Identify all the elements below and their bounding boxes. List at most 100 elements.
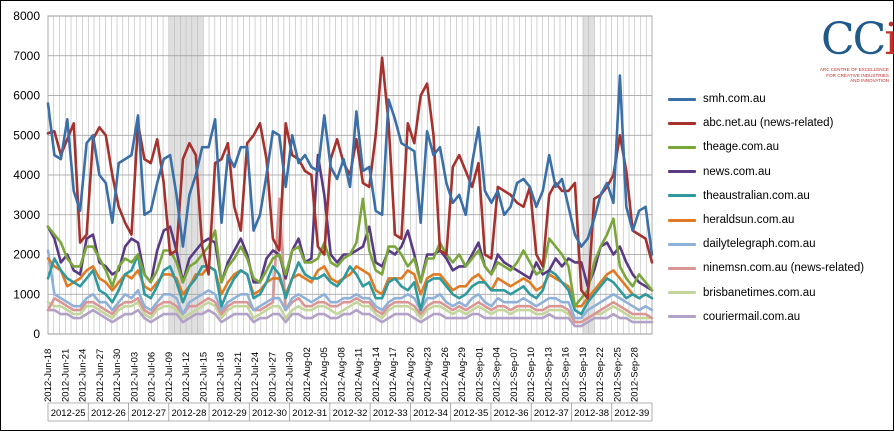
logo-mark: CCi	[821, 14, 894, 65]
legend-swatch	[668, 218, 696, 222]
y-tick-label: 5000	[13, 128, 40, 142]
legend-label: theaustralian.com.au	[703, 189, 810, 202]
x-tick-label: 2012-Jul-27	[267, 352, 278, 402]
legend-item: ninemsn.com.au (news-related)	[668, 260, 864, 276]
legend-swatch	[668, 194, 696, 198]
series-line	[46, 197, 654, 308]
series-line	[46, 249, 654, 320]
x-tick-label: 2012-Sep-01	[474, 347, 485, 402]
y-tick-label: 7000	[13, 49, 40, 63]
x-tick-label: 2012-Aug-20	[405, 347, 416, 402]
legend-label: couriermail.com.au	[703, 310, 801, 323]
week-label: 2012-37	[534, 408, 569, 419]
x-tick-label: 2012-Aug-11	[354, 348, 365, 402]
legend-item: dailytelegraph.com.au	[668, 236, 816, 252]
week-label: 2012-34	[413, 408, 448, 419]
x-tick-label: 2012-Jun-30	[112, 349, 123, 402]
legend-label: heraldsun.com.au	[703, 214, 795, 226]
week-label: 2012-38	[574, 408, 609, 419]
legend-item: brisbanetimes.com.au	[668, 285, 816, 301]
legend-swatch	[668, 145, 696, 149]
week-label: 2012-39	[614, 408, 649, 419]
x-tick-label: 2012-Jul-09	[164, 352, 175, 402]
legend-swatch	[668, 242, 696, 246]
cci-logo: CCi ARC CENTRE OF EXCELLENCE FOR CREATIV…	[815, 14, 894, 95]
x-tick-label: 2012-Jul-03	[129, 352, 140, 402]
x-tick-label: 2012-Jun-24	[78, 349, 89, 402]
x-tick-label: 2012-Sep-28	[630, 347, 641, 402]
x-tick-label: 2012-Sep-19	[578, 347, 589, 402]
x-tick-label: 2012-Jun-18	[43, 349, 54, 402]
series-line	[46, 74, 654, 256]
x-tick-label: 2012-Jun-21	[60, 349, 71, 402]
week-label: 2012-27	[131, 408, 166, 419]
x-tick-label: 2012-Sep-13	[543, 347, 554, 402]
x-tick-label: 2012-Sep-16	[561, 347, 572, 402]
legend-swatch	[668, 121, 696, 125]
x-tick-label: 2012-Aug-05	[319, 347, 330, 402]
series-line	[46, 257, 654, 308]
legend-label: smh.com.au	[703, 93, 766, 105]
y-tick-label: 1000	[13, 287, 40, 301]
x-tick-label: 2012-Jul-06	[147, 352, 158, 402]
x-tick-label: 2012-Sep-07	[509, 347, 520, 402]
x-tick-label: 2012-Jul-12	[181, 352, 192, 402]
x-tick-label: 2012-Jul-18	[216, 352, 227, 402]
x-tick-label: 2012-Jul-24	[250, 352, 261, 402]
series-line	[46, 197, 654, 324]
x-tick-label: 2012-Jul-30	[285, 352, 296, 402]
week-label: 2012-36	[494, 408, 529, 419]
legend-label: abc.net.au (news-related)	[703, 117, 834, 130]
legend-label: dailytelegraph.com.au	[703, 238, 816, 251]
y-tick-label: 6000	[13, 89, 40, 103]
logo-caption: ARC CENTRE OF EXCELLENCE FOR CREATIVE IN…	[819, 67, 889, 83]
x-tick-label: 2012-Sep-04	[492, 347, 503, 402]
week-label: 2012-30	[252, 408, 287, 419]
x-tick-label: 2012-Sep-10	[526, 347, 537, 402]
legend-label: news.com.au	[703, 165, 771, 178]
legend-label: theage.com.au	[703, 141, 780, 154]
legend-item: smh.com.au	[668, 91, 766, 107]
legend-swatch	[668, 97, 696, 101]
legend-swatch	[668, 315, 696, 319]
y-tick-label: 3000	[13, 208, 40, 222]
series-line	[46, 308, 654, 328]
legend-item: couriermail.com.au	[668, 309, 800, 325]
legend-swatch	[668, 170, 696, 174]
x-tick-label: 2012-Aug-26	[440, 347, 451, 402]
week-label: 2012-26	[91, 408, 126, 419]
x-tick-label: 2012-Aug-14	[371, 347, 382, 402]
week-label: 2012-32	[333, 408, 368, 419]
y-tick-label: 2000	[13, 248, 40, 262]
x-tick-label: 2012-Aug-08	[336, 347, 347, 402]
x-tick-label: 2012-Aug-02	[302, 347, 313, 402]
y-tick-label: 8000	[13, 9, 40, 23]
x-tick-label: 2012-Aug-23	[423, 347, 434, 402]
legend-item: abc.net.au (news-related)	[668, 115, 833, 131]
week-label: 2012-29	[212, 408, 247, 419]
series-line	[46, 253, 654, 316]
series-line	[46, 300, 654, 324]
x-tick-label: 2012-Aug-17	[388, 347, 399, 402]
y-tick-label: 4000	[13, 168, 40, 182]
legend-item: theage.com.au	[668, 139, 779, 155]
x-tick-label: 2012-Sep-25	[612, 347, 623, 402]
week-label: 2012-31	[292, 408, 327, 419]
legend-item: news.com.au	[668, 164, 771, 180]
week-label: 2012-33	[373, 408, 408, 419]
x-tick-label: 2012-Jun-27	[95, 349, 106, 402]
legend-item: theaustralian.com.au	[668, 188, 810, 204]
x-tick-label: 2012-Jul-15	[198, 352, 209, 402]
legend-label: ninemsn.com.au (news-related)	[703, 262, 865, 275]
x-tick-label: 2012-Jul-21	[233, 352, 244, 402]
legend-label: brisbanetimes.com.au	[703, 286, 816, 299]
week-label: 2012-25	[51, 408, 86, 419]
legend-swatch	[668, 266, 696, 270]
week-label: 2012-35	[453, 408, 488, 419]
legend-swatch	[668, 291, 696, 295]
week-label: 2012-28	[171, 408, 206, 419]
legend-item: heraldsun.com.au	[668, 212, 794, 228]
x-tick-label: 2012-Sep-22	[595, 347, 606, 402]
